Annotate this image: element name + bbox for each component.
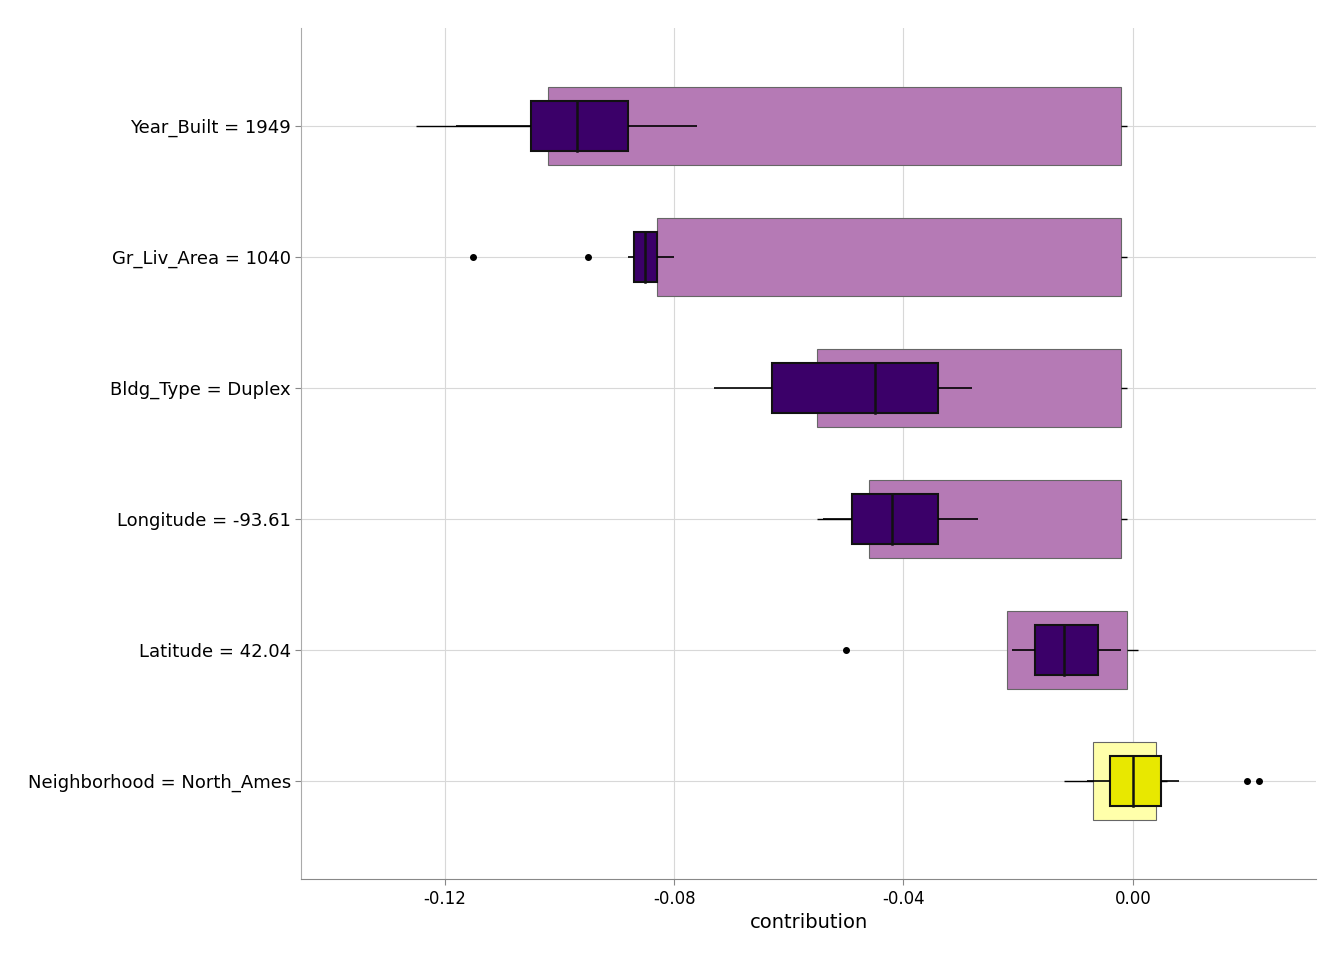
- Bar: [1035, 625, 1098, 675]
- Bar: [634, 232, 657, 282]
- Bar: [531, 101, 628, 151]
- Bar: [548, 86, 1121, 165]
- X-axis label: contribution: contribution: [750, 913, 868, 932]
- Bar: [1110, 756, 1161, 805]
- Bar: [817, 348, 1121, 427]
- Bar: [870, 480, 1121, 559]
- Bar: [1007, 611, 1128, 689]
- Bar: [852, 494, 938, 544]
- Bar: [1093, 742, 1156, 820]
- Bar: [771, 363, 938, 413]
- Bar: [657, 218, 1121, 297]
